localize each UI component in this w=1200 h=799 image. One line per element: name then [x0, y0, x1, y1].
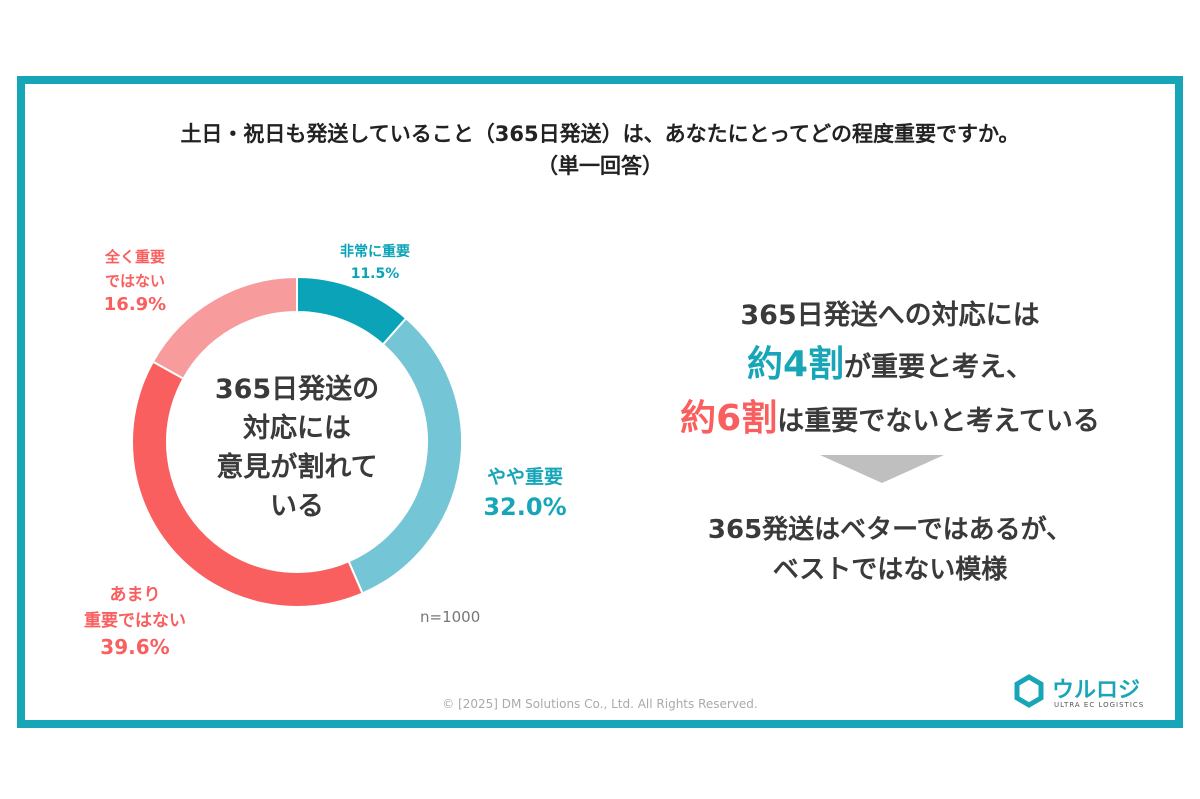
- chart-title: 土日・祝日も発送していること（365日発送）は、あなたにとってどの程度重要ですか…: [180, 122, 1020, 178]
- donut-slice-4: [151, 275, 298, 381]
- summary-line-2: 約4割が重要と考え、: [746, 344, 1034, 385]
- down-arrow-icon: [820, 455, 944, 483]
- conclusion: 365発送はベターではあるが、 ベストではない模様: [707, 515, 1073, 585]
- logo-hexagon-icon: [1014, 674, 1044, 708]
- label-not-at-all-important: 全く重要 ではない 16.9%: [103, 248, 167, 315]
- label-somewhat-important: やや重要 32.0%: [483, 466, 567, 521]
- summary-line-1: 365日発送への対応には: [740, 300, 1040, 331]
- donut-slice-1: [296, 275, 408, 346]
- sample-size: n=1000: [420, 608, 481, 626]
- summary-line-3: 約6割は重要でないと考えている: [680, 398, 1100, 439]
- copyright: © [2025] DM Solutions Co., Ltd. All Righ…: [442, 697, 758, 711]
- ulogi-logo: ウルロジ ULTRA EC LOGISTICS: [1012, 672, 1162, 712]
- label-not-very-important: あまり 重要ではない 39.6%: [84, 585, 186, 659]
- center-text: 365日発送の 対応には 意見が割れて いる: [214, 374, 380, 522]
- card-frame: [17, 76, 1183, 728]
- label-very-important: 非常に重要 11.5%: [340, 244, 410, 282]
